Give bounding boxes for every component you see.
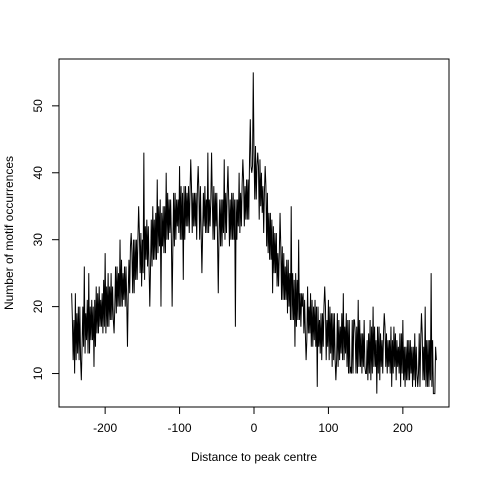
y-tick-label: 10 [31,367,45,381]
x-tick-label: 100 [318,421,338,435]
y-axis: 10 20 30 40 50 [31,99,60,381]
data-layer [71,72,437,395]
x-axis-title: Distance to peak centre [191,450,317,464]
x-tick-label: -200 [93,421,117,435]
x-axis: -200 -100 0 100 200 [93,406,413,435]
y-tick-label: 20 [31,300,45,314]
y-tick-label: 30 [31,233,45,247]
y-axis-title: Number of motif occurrences [2,156,16,310]
y-tick-label: 40 [31,166,45,180]
x-tick-label: 200 [393,421,413,435]
y-tick-label: 50 [31,99,45,113]
x-tick-label: 0 [251,421,258,435]
x-tick-label: -100 [168,421,192,435]
series-line [71,72,437,395]
